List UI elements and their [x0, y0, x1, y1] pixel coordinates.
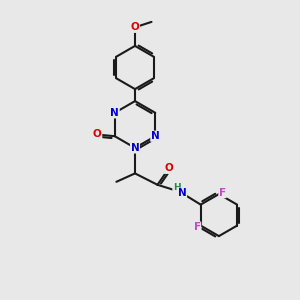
Text: F: F: [219, 188, 226, 198]
Text: N: N: [178, 188, 187, 198]
Text: F: F: [194, 222, 201, 232]
Text: O: O: [130, 22, 140, 32]
Text: N: N: [110, 108, 119, 118]
Text: O: O: [93, 129, 102, 139]
Text: N: N: [151, 131, 160, 141]
Text: N: N: [130, 143, 140, 153]
Text: O: O: [164, 163, 173, 173]
Text: H: H: [173, 183, 181, 192]
